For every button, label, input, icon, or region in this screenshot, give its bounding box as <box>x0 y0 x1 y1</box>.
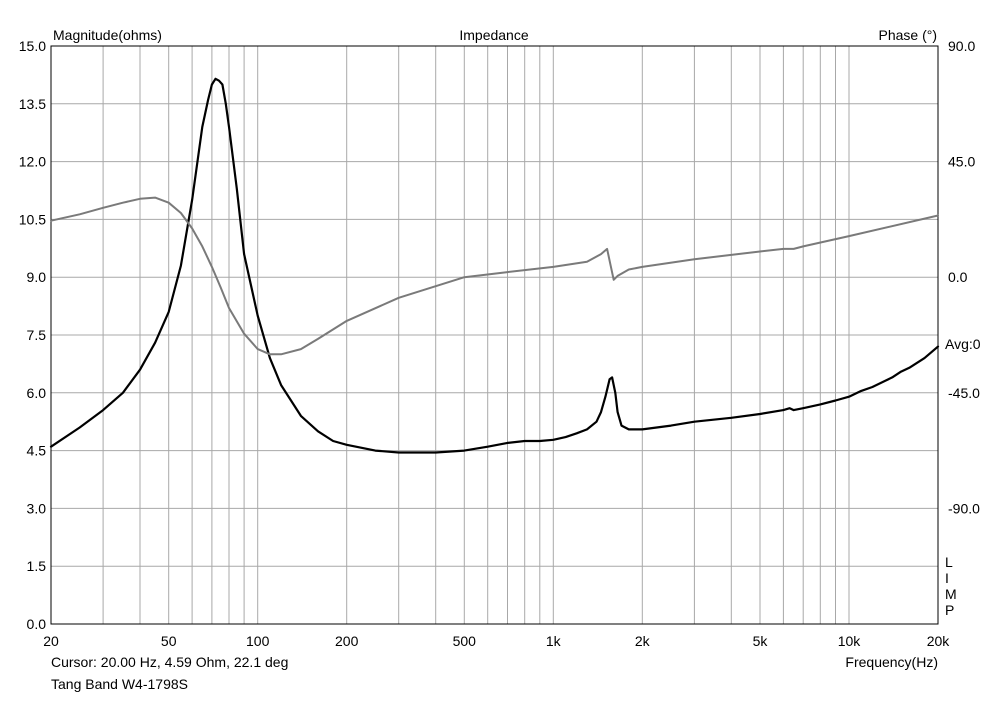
x-tick-label: 200 <box>335 633 359 649</box>
x-tick-label: 2k <box>635 633 651 649</box>
y-tick-label: 0.0 <box>27 616 47 632</box>
y-tick-label: 6.0 <box>27 385 47 401</box>
series-layer <box>49 77 940 454</box>
y2-tick-label: -90.0 <box>948 500 980 516</box>
x-tick-label: 1k <box>546 633 562 649</box>
x-axis-label: Frequency(Hz) <box>845 654 938 670</box>
x-tick-label: 100 <box>246 633 270 649</box>
x-tick-label: 10k <box>838 633 862 649</box>
y2-tick-labels: 90.0 45.0 0.0 -45.0 -90.0 <box>948 38 980 516</box>
y-tick-label: 15.0 <box>19 38 46 54</box>
y-tick-label: 4.5 <box>27 443 47 459</box>
y-tick-label: 1.5 <box>27 558 47 574</box>
phase-line <box>50 196 939 356</box>
y2-tick-label: -45.0 <box>948 385 980 401</box>
y-tick-label: 12.0 <box>19 154 46 170</box>
left-axis-label: Magnitude(ohms) <box>53 27 162 43</box>
y-tick-label: 9.0 <box>27 269 47 285</box>
avg-label: Avg:0 <box>945 336 981 352</box>
chart-title: Impedance <box>459 27 528 43</box>
device-name: Tang Band W4-1798S <box>51 676 188 692</box>
cursor-readout: Cursor: 20.00 Hz, 4.59 Ohm, 22.1 deg <box>51 654 289 670</box>
y-tick-labels: 0.0 1.5 3.0 4.5 6.0 7.5 9.0 10.5 12.0 13.5 15.0 <box>19 38 46 632</box>
x-tick-label: 50 <box>161 633 177 649</box>
y2-tick-label: 0.0 <box>948 269 968 285</box>
y-tick-label: 10.5 <box>19 211 46 227</box>
x-tick-labels: 20 50 100 200 500 1k 2k 5k 10k 20k <box>43 633 950 649</box>
right-axis-label: Phase (°) <box>878 27 937 43</box>
x-tick-label: 20 <box>43 633 59 649</box>
grid <box>51 46 938 624</box>
plot-frame <box>50 45 939 625</box>
y-tick-label: 3.0 <box>27 500 47 516</box>
magnitude-line <box>49 77 940 454</box>
x-tick-label: 20k <box>927 633 951 649</box>
y2-tick-label: 90.0 <box>948 38 975 54</box>
y-tick-label: 7.5 <box>27 327 47 343</box>
y-tick-label: 13.5 <box>19 96 46 112</box>
x-tick-label: 5k <box>753 633 769 649</box>
y2-tick-label: 45.0 <box>948 154 975 170</box>
x-tick-label: 500 <box>453 633 477 649</box>
